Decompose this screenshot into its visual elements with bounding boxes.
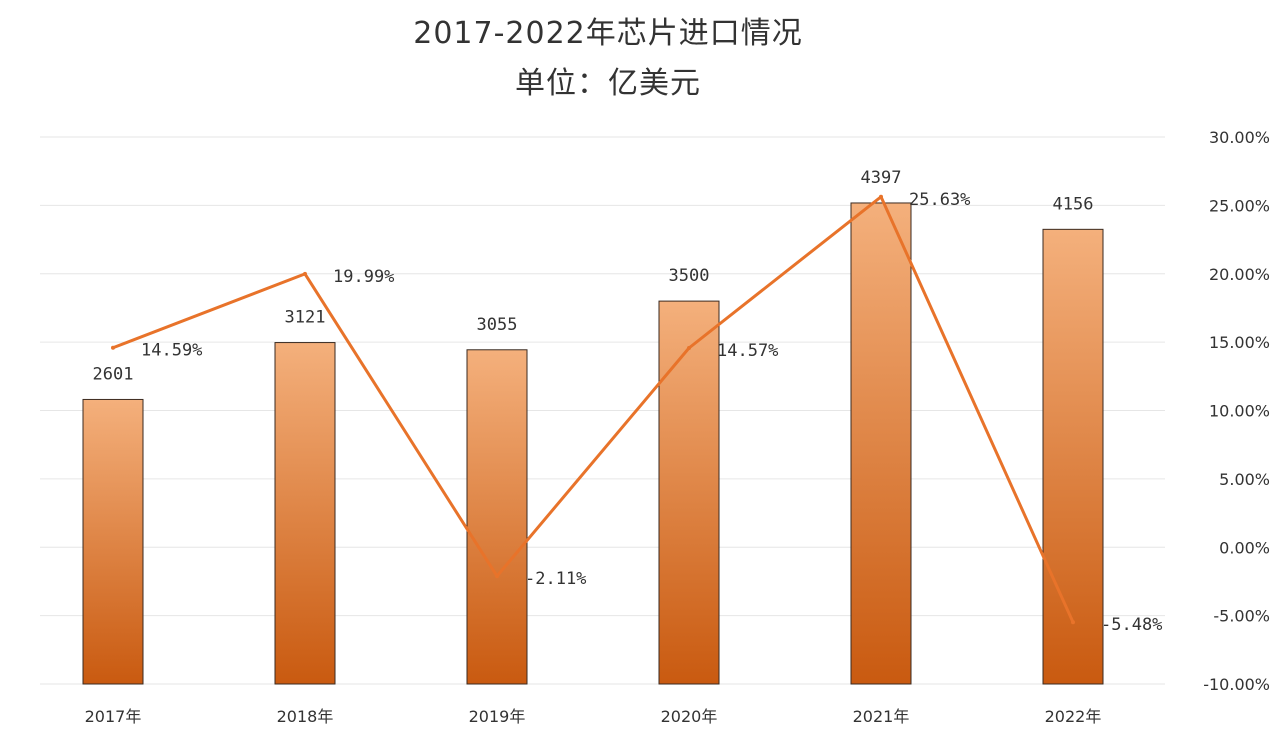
- line-point: [687, 346, 691, 351]
- y-tick-label: 25.00%: [1209, 196, 1270, 215]
- y-tick-label: 5.00%: [1219, 470, 1270, 489]
- growth-line: [112, 195, 1075, 623]
- line-point: [495, 574, 499, 579]
- y-tick-label: -5.00%: [1213, 607, 1270, 626]
- bar-value-label: 3500: [669, 266, 710, 286]
- bar-value-label: 3055: [477, 315, 518, 335]
- chart-title: 2017-2022年芯片进口情况: [413, 16, 803, 51]
- x-tick-label: 2022年: [1045, 707, 1102, 726]
- line-point: [303, 271, 307, 276]
- line-point: [111, 345, 115, 350]
- line-point: [879, 194, 883, 199]
- x-tick-label: 2020年: [661, 707, 718, 726]
- line-value-label: 14.59%: [141, 341, 202, 361]
- y-tick-label: 0.00%: [1219, 538, 1270, 557]
- line-point: [1071, 620, 1075, 625]
- chart-subtitle: 单位：亿美元: [515, 66, 701, 101]
- x-tick-label: 2017年: [85, 707, 142, 726]
- bar: [274, 342, 336, 685]
- bar: [82, 398, 144, 685]
- y-tick-label: 15.00%: [1209, 333, 1270, 352]
- x-tick-label: 2018年: [277, 707, 334, 726]
- y-tick-label: 10.00%: [1209, 402, 1270, 421]
- y-tick-label: 30.00%: [1209, 128, 1270, 147]
- y-tick-label: 20.00%: [1209, 265, 1270, 284]
- bar-value-label: 4397: [861, 168, 902, 188]
- line-value-label: -2.11%: [525, 569, 586, 589]
- line-value-label: 19.99%: [333, 267, 394, 287]
- line-value-label: 14.57%: [717, 341, 778, 361]
- bar-value-label: 2601: [93, 364, 134, 384]
- bar: [1042, 228, 1104, 685]
- y-tick-label: -10.00%: [1203, 675, 1270, 694]
- bar-value-label: 4156: [1053, 194, 1094, 214]
- bar: [658, 300, 720, 685]
- line-value-label: 25.63%: [909, 190, 970, 210]
- x-tick-label: 2019年: [469, 707, 526, 726]
- bar: [850, 202, 912, 685]
- line-value-label: -5.48%: [1101, 615, 1162, 635]
- bar-value-label: 3121: [285, 308, 326, 328]
- x-tick-label: 2021年: [853, 707, 910, 726]
- bar: [466, 349, 528, 685]
